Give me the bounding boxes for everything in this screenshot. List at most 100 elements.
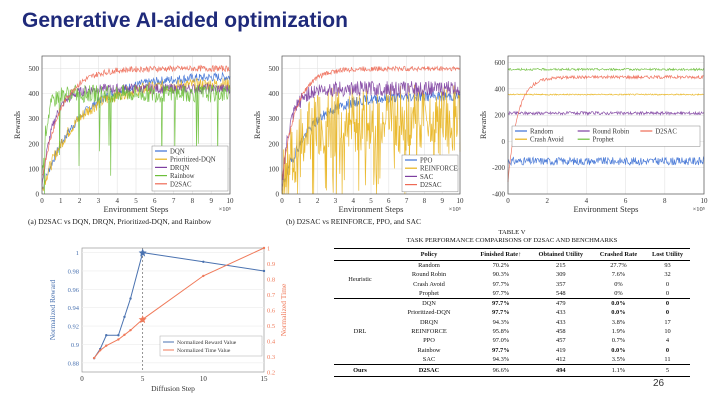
x-tick-label: 2 (78, 197, 82, 205)
y-tick-label: -400 (492, 191, 505, 199)
x-tick-label: 3 (97, 197, 101, 205)
y-tick-label: 0 (276, 191, 280, 199)
cell: 97.7% (492, 280, 510, 288)
group-ours: Ours (334, 364, 386, 378)
x-tick-label: 8 (423, 197, 427, 205)
table-header-row: Policy Finished Rate↑ Obtained Utility C… (334, 248, 690, 261)
y-axis-label: Rewards (479, 111, 488, 139)
cell: 5 (645, 364, 690, 378)
data-point (202, 274, 205, 278)
y-tick-label: 300 (269, 115, 280, 123)
legend-label: D2SAC (655, 129, 677, 136)
x-tick-label: 9 (440, 197, 444, 205)
table-row: REINFORCE 95.8% 458 1.9% 10 (334, 327, 690, 336)
data-point (105, 334, 108, 337)
table-row: Prophet 97.7% 548 0% 0 (334, 289, 690, 299)
cell: 458 (556, 328, 566, 336)
cell: 93 (645, 260, 690, 271)
cell: 10 (664, 328, 671, 336)
cell: 0 (665, 289, 670, 297)
legend-label: SAC (420, 174, 434, 181)
legend-label: Prophet (593, 137, 614, 144)
cell: 97.7% (492, 289, 510, 297)
cell: 94.3% (492, 355, 510, 363)
table-caption: TABLE V TASK PERFORMANCE COMPARISONS OF … (334, 229, 690, 245)
series-line (41, 82, 231, 186)
cell: 4 (665, 337, 670, 345)
slide-title: Generative AI-aided optimization (22, 9, 348, 32)
y-right-tick-label: 0.2 (267, 370, 275, 377)
y-tick-label: 300 (29, 115, 40, 123)
legend-label: D2SAC (420, 182, 442, 189)
x-tick-label: 10 (200, 375, 208, 383)
cell: Prophet (419, 289, 439, 297)
data-point (202, 260, 205, 263)
x-axis-label: Diffusion Step (151, 384, 195, 393)
cell: 0 (645, 298, 690, 309)
cell: 548 (556, 289, 566, 297)
x-tick-label: 0 (80, 375, 84, 383)
cell: 0 (665, 309, 670, 317)
legend-label: PPO (420, 158, 433, 165)
x-axis-exponent: ×10⁵ (693, 206, 705, 213)
y-axis-label: Rewards (253, 111, 262, 139)
cell: 27.7% (591, 260, 646, 271)
cell: 3.8% (611, 318, 626, 326)
plot-frame (507, 55, 705, 195)
chart-a: 0 100 200 300 400 500 0 1 2 3 4 5 6 7 8 9 10 Rewards Envir… (13, 55, 234, 214)
data-point (92, 356, 96, 360)
y-right-tick-label: 0.8 (267, 277, 275, 284)
y-tick-label: 200 (29, 140, 40, 148)
group-drl: DRL (334, 298, 386, 365)
y-axis-label: Rewards (13, 111, 22, 139)
y-right-tick-label: 0.7 (267, 292, 276, 299)
x-tick-label: 7 (405, 197, 409, 205)
x-axis-exponent: ×10⁵ (449, 206, 461, 213)
y-tick-label: 0.94 (68, 305, 80, 312)
cell: 0% (614, 289, 623, 297)
cell: 479 (529, 298, 592, 309)
x-tick-label: 0 (40, 197, 44, 205)
cell: 96.6% (472, 364, 530, 378)
y-tick-label: 400 (29, 90, 40, 98)
cell: 433 (556, 309, 566, 317)
highlight-marker (138, 248, 147, 257)
legend-label: Crash Avoid (530, 137, 564, 144)
series-line (507, 67, 705, 72)
cell: 97.7% (472, 298, 530, 309)
cell: 0% (614, 280, 623, 288)
table-row: Heuristic Random 70.2% 215 27.7% 93 (334, 259, 690, 299)
x-tick-label: 10 (701, 197, 709, 205)
x-tick-label: 6 (153, 197, 157, 205)
chart-c: -400 -200 0 200 400 600 0 2 4 6 8 10 Rewards Environm… (479, 55, 709, 214)
cell: 357 (556, 280, 566, 288)
x-tick-label: 1 (298, 197, 302, 205)
legend-label: DRQN (170, 165, 189, 172)
page-number: 26 (653, 378, 665, 389)
data-point (117, 338, 120, 341)
y-tick-label: 0.98 (68, 268, 79, 275)
table-row: SAC 94.3% 412 3.5% 11 (334, 355, 690, 365)
y-tick-label: 0 (502, 138, 506, 146)
x-tick-label: 4 (585, 197, 589, 205)
y-right-tick-label: 0.9 (267, 261, 275, 268)
legend-label: Normalized Time Value (177, 348, 231, 354)
x-axis-exponent: ×10⁵ (219, 206, 231, 213)
table-row: Round Robin 90.3% 309 7.6% 32 (334, 270, 690, 279)
table-row: Crash Avoid 97.7% 357 0% 0 (334, 280, 690, 289)
y-tick-label: 100 (29, 165, 40, 173)
y-right-tick-label: 0.5 (267, 323, 275, 330)
table-row: DRL DQN 97.7% 479 0.0% 0 (334, 298, 690, 365)
data-point (129, 297, 132, 300)
y-right-tick-label: 1 (267, 246, 270, 253)
legend-box (401, 154, 459, 193)
cell: 97.0% (492, 337, 510, 345)
y-right-tick-label: 0.3 (267, 354, 275, 361)
x-tick-label: 5 (369, 197, 373, 205)
y-tick-label: 200 (269, 140, 280, 148)
header-group (334, 248, 386, 261)
x-tick-label: 6 (624, 197, 628, 205)
x-tick-label: 5 (134, 197, 138, 205)
cell: 0.7% (611, 337, 626, 345)
cell: 0 (665, 346, 670, 354)
